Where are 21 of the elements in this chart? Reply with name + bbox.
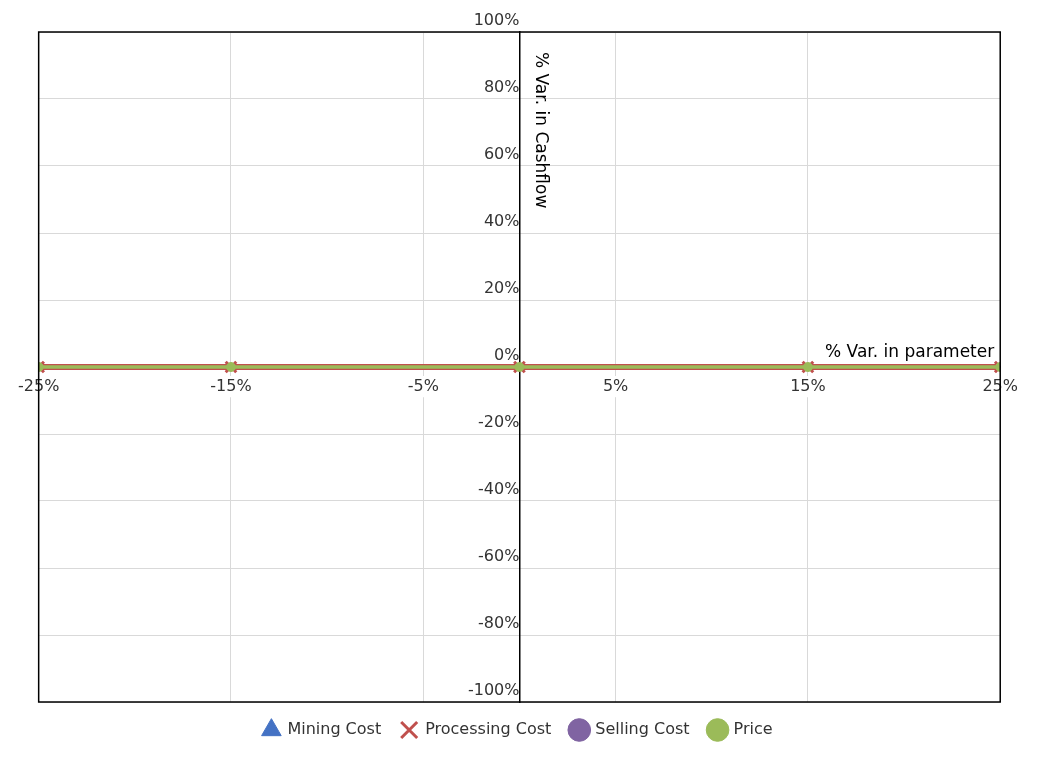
legend-label: Selling Cost [595, 719, 690, 739]
y-tick-label: -100% [467, 680, 520, 700]
y-tick-label: -60% [478, 546, 520, 566]
y-tick-label: 60% [483, 144, 520, 164]
y-tick-label: 0% [494, 345, 520, 365]
y-tick-label: 100% [473, 10, 520, 30]
legend-label: Mining Cost [287, 719, 382, 739]
x-tick-label: 15% [790, 375, 826, 395]
y-tick-label: -40% [478, 479, 520, 499]
x-axis-title: % Var. in parameter [825, 340, 995, 361]
legend-label: Price [733, 719, 773, 739]
y-tick-label: 80% [483, 77, 520, 97]
y-tick-label: -80% [478, 613, 520, 633]
legend-label: Processing Cost [425, 719, 552, 739]
y-tick-label: 20% [483, 278, 520, 298]
x-tick-label: -15% [210, 375, 252, 395]
x-tick-label: 5% [602, 375, 629, 395]
y-tick-label: 40% [483, 211, 520, 231]
x-tick-label: -5% [407, 375, 439, 395]
y-axis-title: % Var. in Cashflow [531, 52, 552, 209]
y-tick-label: -20% [478, 412, 520, 432]
